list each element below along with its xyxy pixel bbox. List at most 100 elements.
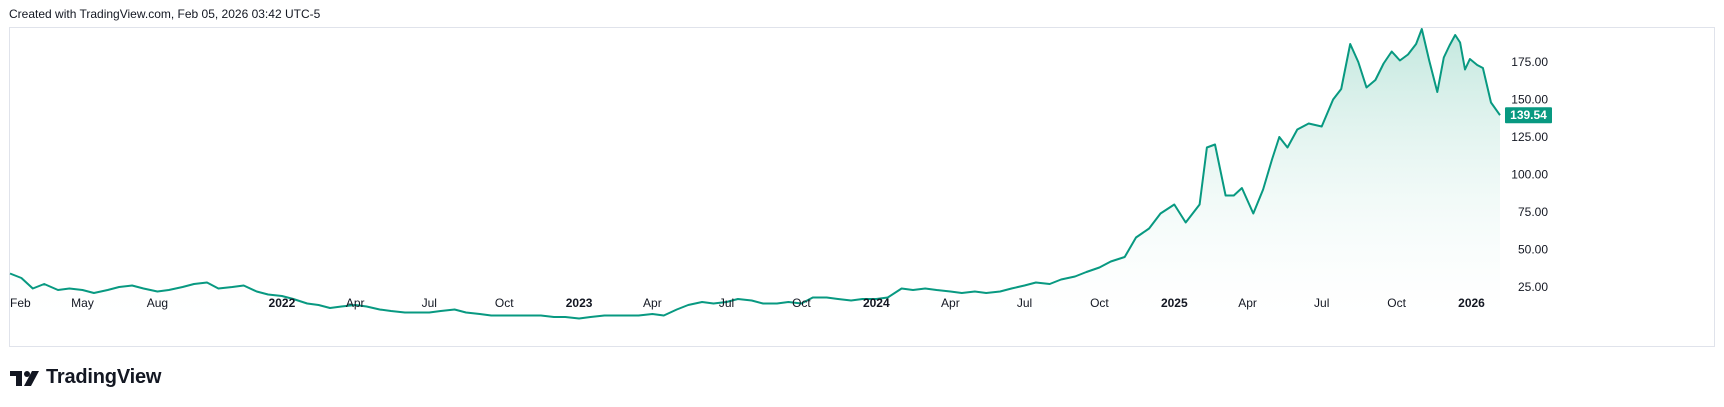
data-point[interactable]	[1390, 50, 1394, 54]
data-point[interactable]	[514, 314, 518, 318]
data-point[interactable]	[205, 281, 209, 285]
data-point[interactable]	[67, 287, 71, 291]
data-point[interactable]	[577, 317, 581, 321]
data-point[interactable]	[216, 287, 220, 291]
data-point[interactable]	[811, 296, 815, 300]
data-point[interactable]	[1458, 41, 1462, 45]
data-point[interactable]	[712, 302, 716, 306]
data-point[interactable]	[563, 315, 567, 319]
tradingview-logo[interactable]: TradingView	[10, 366, 161, 389]
data-point[interactable]	[1213, 143, 1217, 147]
data-point[interactable]	[1320, 125, 1324, 129]
data-point[interactable]	[489, 314, 493, 318]
data-point[interactable]	[1442, 56, 1446, 60]
data-point[interactable]	[1463, 68, 1467, 72]
data-point[interactable]	[19, 276, 23, 280]
data-point[interactable]	[439, 309, 443, 313]
data-point[interactable]	[637, 314, 641, 318]
data-point[interactable]	[502, 314, 506, 318]
data-point[interactable]	[700, 300, 704, 304]
data-point[interactable]	[1240, 186, 1244, 190]
data-point[interactable]	[1475, 63, 1479, 67]
data-point[interactable]	[1172, 203, 1176, 207]
data-point[interactable]	[317, 303, 321, 307]
data-point[interactable]	[750, 299, 754, 303]
data-point[interactable]	[911, 288, 915, 292]
data-point[interactable]	[1453, 33, 1457, 37]
data-point[interactable]	[1448, 44, 1452, 48]
data-point[interactable]	[1048, 282, 1052, 286]
data-point[interactable]	[1498, 113, 1502, 117]
data-point[interactable]	[1435, 90, 1439, 94]
data-point[interactable]	[614, 314, 618, 318]
data-point[interactable]	[1286, 146, 1290, 150]
data-point[interactable]	[106, 288, 110, 292]
data-point[interactable]	[305, 302, 309, 306]
data-point[interactable]	[1147, 227, 1151, 231]
data-point[interactable]	[130, 284, 134, 288]
data-point[interactable]	[365, 305, 369, 309]
data-point[interactable]	[42, 282, 46, 286]
data-point[interactable]	[960, 291, 964, 295]
data-point[interactable]	[328, 306, 332, 310]
data-point[interactable]	[900, 287, 904, 291]
data-point[interactable]	[528, 314, 532, 318]
data-point[interactable]	[1073, 275, 1077, 279]
data-point[interactable]	[1420, 27, 1424, 31]
data-point[interactable]	[1489, 101, 1493, 105]
data-point[interactable]	[539, 314, 543, 318]
data-point[interactable]	[1134, 236, 1138, 240]
data-point[interactable]	[1307, 122, 1311, 126]
data-point[interactable]	[453, 308, 457, 312]
data-point[interactable]	[1468, 57, 1472, 61]
data-point[interactable]	[142, 287, 146, 291]
data-point[interactable]	[1184, 221, 1188, 225]
data-point[interactable]	[923, 287, 927, 291]
data-point[interactable]	[1348, 42, 1352, 46]
data-point[interactable]	[92, 291, 96, 295]
data-point[interactable]	[825, 296, 829, 300]
data-point[interactable]	[1398, 59, 1402, 63]
data-point[interactable]	[1406, 53, 1410, 57]
data-point[interactable]	[973, 290, 977, 294]
data-point[interactable]	[1084, 270, 1088, 274]
data-point[interactable]	[1382, 62, 1386, 66]
data-point[interactable]	[378, 308, 382, 312]
data-point[interactable]	[761, 302, 765, 306]
data-point[interactable]	[1123, 255, 1127, 259]
data-point[interactable]	[1232, 194, 1236, 198]
data-point[interactable]	[242, 284, 246, 288]
data-point[interactable]	[31, 287, 35, 291]
data-point[interactable]	[181, 285, 185, 289]
data-point[interactable]	[849, 299, 853, 303]
data-point[interactable]	[427, 311, 431, 315]
data-point[interactable]	[1481, 66, 1485, 70]
data-point[interactable]	[167, 288, 171, 292]
data-point[interactable]	[1159, 212, 1163, 216]
data-point[interactable]	[836, 297, 840, 301]
data-point[interactable]	[650, 312, 654, 316]
data-point[interactable]	[1365, 86, 1369, 90]
data-point[interactable]	[686, 303, 690, 307]
data-point[interactable]	[625, 314, 629, 318]
data-point[interactable]	[1251, 212, 1255, 216]
data-point[interactable]	[1109, 260, 1113, 264]
data-point[interactable]	[1198, 203, 1202, 207]
data-point[interactable]	[1427, 59, 1431, 63]
data-point[interactable]	[1059, 278, 1063, 282]
data-point[interactable]	[403, 311, 407, 315]
data-point[interactable]	[230, 285, 234, 289]
data-point[interactable]	[998, 290, 1002, 294]
data-point[interactable]	[117, 285, 121, 289]
data-point[interactable]	[1023, 284, 1027, 288]
data-point[interactable]	[1339, 87, 1343, 91]
data-point[interactable]	[662, 314, 666, 318]
data-point[interactable]	[464, 311, 468, 315]
data-point[interactable]	[736, 297, 740, 301]
data-point[interactable]	[1261, 188, 1265, 192]
data-point[interactable]	[675, 308, 679, 312]
data-point[interactable]	[1224, 194, 1228, 198]
data-point[interactable]	[1010, 287, 1014, 291]
data-point[interactable]	[414, 311, 418, 315]
